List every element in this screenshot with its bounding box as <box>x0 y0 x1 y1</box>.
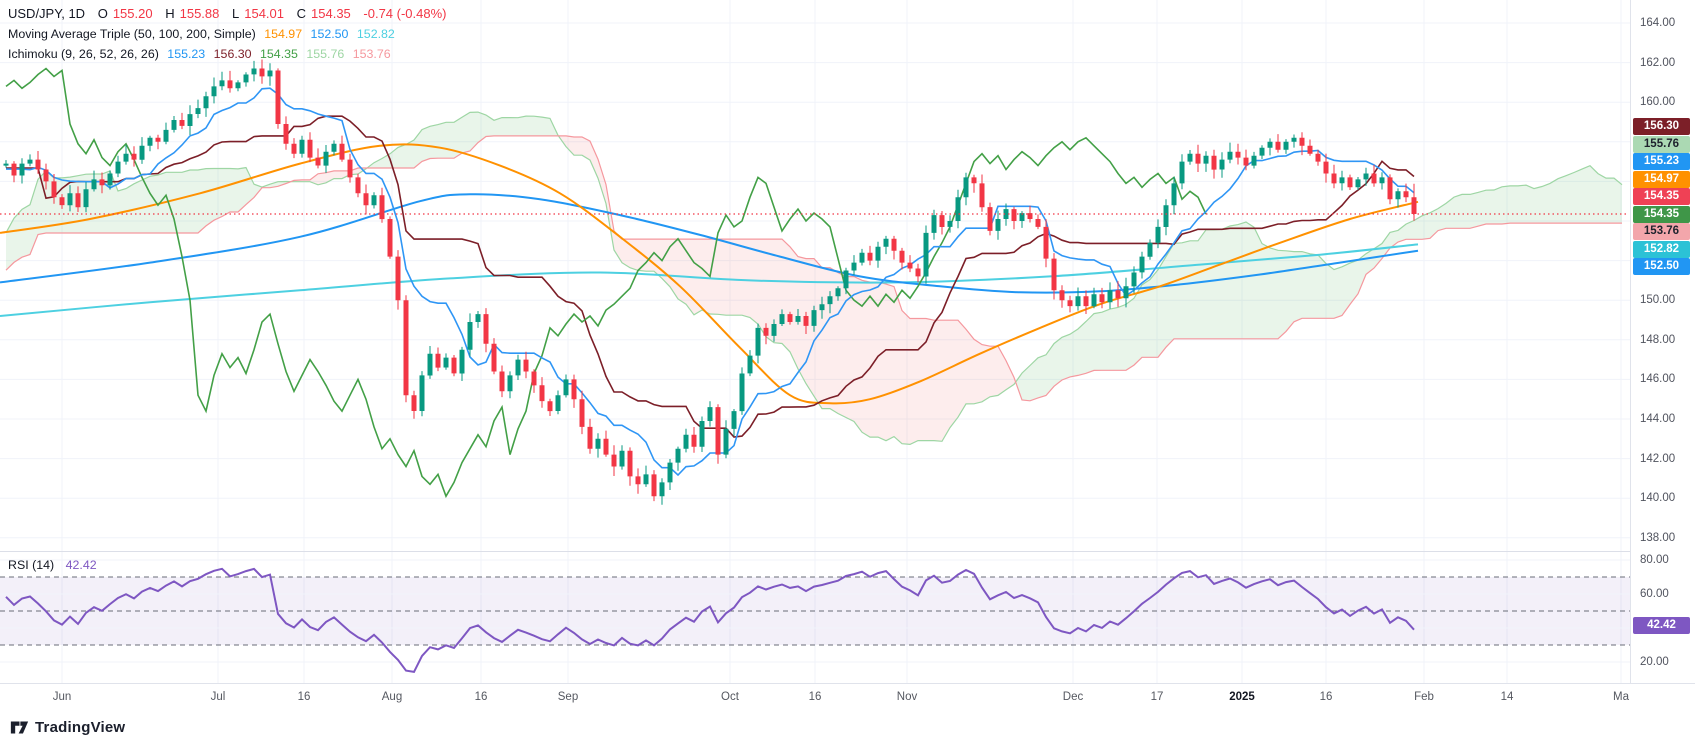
grid <box>0 0 1630 552</box>
rsi-value-badge: 42.42 <box>1633 617 1690 634</box>
high-label: H <box>165 6 175 21</box>
legend-row-rsi[interactable]: RSI (14) 42.42 <box>8 558 97 572</box>
price-pane[interactable] <box>0 0 1630 552</box>
time-axis-label: 16 <box>808 691 822 703</box>
price-axis-tick: 140.00 <box>1640 492 1676 504</box>
price-axis-tick: 138.00 <box>1640 532 1676 544</box>
symbol-title: USD/JPY, 1D <box>8 6 86 21</box>
legend-row-ma[interactable]: Moving Average Triple (50, 100, 200, Sim… <box>8 24 447 44</box>
open-label: O <box>97 6 108 21</box>
change-value: -0.74 (-0.48%) <box>363 6 447 21</box>
time-axis[interactable]: Jun Jul 16 Aug 16 Sep Oct 16 Nov Dec 17 2025 16 Feb 14… <box>0 683 1695 713</box>
close-label: C <box>296 6 307 21</box>
rsi-value: 42.42 <box>65 558 97 572</box>
price-axis-badge: 156.30 <box>1633 118 1690 135</box>
ma200-value: 152.82 <box>356 27 395 41</box>
price-axis-tick: 162.00 <box>1640 57 1676 69</box>
price-axis-tick: 164.00 <box>1640 17 1676 29</box>
ichimoku-indicator-label: Ichimoku (9, 26, 52, 26, 26) <box>8 47 159 61</box>
time-axis-label: Oct <box>721 691 739 703</box>
candles <box>3 59 1417 505</box>
ma50-value: 154.97 <box>264 27 303 41</box>
time-axis-label: 17 <box>1150 691 1164 703</box>
time-axis-label: 2025 <box>1229 691 1255 703</box>
price-axis[interactable]: 164.00 162.00 160.00 150.00 148.00 146.00 144.… <box>1630 0 1695 712</box>
rsi-axis-tick: 80.00 <box>1640 554 1669 566</box>
time-axis-label: 16 <box>1319 691 1333 703</box>
time-axis-label: Jun <box>52 691 72 703</box>
time-axis-label: Sep <box>557 691 579 703</box>
ma-indicator-label: Moving Average Triple (50, 100, 200, Sim… <box>8 27 256 41</box>
price-axis-badge: 153.76 <box>1633 223 1690 240</box>
ichimoku-kijun-value: 156.30 <box>213 47 252 61</box>
rsi-line <box>5 567 1415 674</box>
pane-separator[interactable] <box>0 551 1695 552</box>
time-axis-label: Feb <box>1414 691 1434 703</box>
price-axis-tick: 160.00 <box>1640 96 1676 108</box>
time-axis-label: Jul <box>210 691 226 703</box>
low-value: 154.01 <box>244 6 284 21</box>
ichimoku-senkou-b-value: 153.76 <box>352 47 391 61</box>
tradingview-attribution[interactable]: TradingView <box>10 719 125 736</box>
price-axis-badge: 154.97 <box>1633 171 1690 188</box>
rsi-pane[interactable] <box>0 552 1630 683</box>
legend: USD/JPY, 1D O 155.20 H 155.88 L 154.01 C 154… <box>8 4 447 64</box>
rsi-indicator-label: RSI (14) <box>8 558 55 572</box>
price-axis-tick: 150.00 <box>1640 294 1676 306</box>
time-axis-label: Dec <box>1062 691 1084 703</box>
time-axis-label: 14 <box>1500 691 1514 703</box>
watermark-text: TradingView <box>35 719 126 736</box>
price-axis-tick: 142.00 <box>1640 453 1676 465</box>
low-label: L <box>232 6 240 21</box>
ichimoku-senkou-a-value: 155.76 <box>306 47 345 61</box>
price-axis-badge: 154.35 <box>1633 206 1690 223</box>
tradingview-logo-icon <box>10 721 29 734</box>
price-axis-badge: 154.35 <box>1633 188 1690 205</box>
price-axis-tick: 148.00 <box>1640 334 1676 346</box>
ichimoku-lines <box>5 67 1415 499</box>
rsi-axis-tick: 60.00 <box>1640 588 1669 600</box>
ichimoku-cloud <box>5 111 1623 446</box>
price-axis-badge: 152.50 <box>1633 258 1690 275</box>
ichimoku-chikou-value: 154.35 <box>260 47 298 61</box>
price-axis-tick: 146.00 <box>1640 373 1676 385</box>
time-axis-label: 16 <box>297 691 311 703</box>
price-axis-badge: 155.23 <box>1633 153 1690 170</box>
rsi-axis-tick: 20.00 <box>1640 656 1669 668</box>
rsi-grid <box>61 552 1622 683</box>
price-axis-badge: 152.82 <box>1633 241 1690 258</box>
legend-row-symbol[interactable]: USD/JPY, 1D O 155.20 H 155.88 L 154.01 C 154… <box>8 4 447 24</box>
legend-row-ichimoku[interactable]: Ichimoku (9, 26, 52, 26, 26) 155.23 156.… <box>8 44 447 64</box>
ichimoku-tenkan-value: 155.23 <box>167 47 206 61</box>
ma100-value: 152.50 <box>310 27 349 41</box>
high-value: 155.88 <box>179 6 220 21</box>
close-value: 154.35 <box>311 6 351 21</box>
price-axis-tick: 144.00 <box>1640 413 1676 425</box>
time-axis-label: Nov <box>896 691 918 703</box>
time-axis-label: Ma <box>1613 691 1629 703</box>
time-axis-label: 16 <box>474 691 488 703</box>
open-value: 155.20 <box>112 6 153 21</box>
time-axis-label: Aug <box>381 691 403 703</box>
price-axis-badge: 155.76 <box>1633 136 1690 153</box>
